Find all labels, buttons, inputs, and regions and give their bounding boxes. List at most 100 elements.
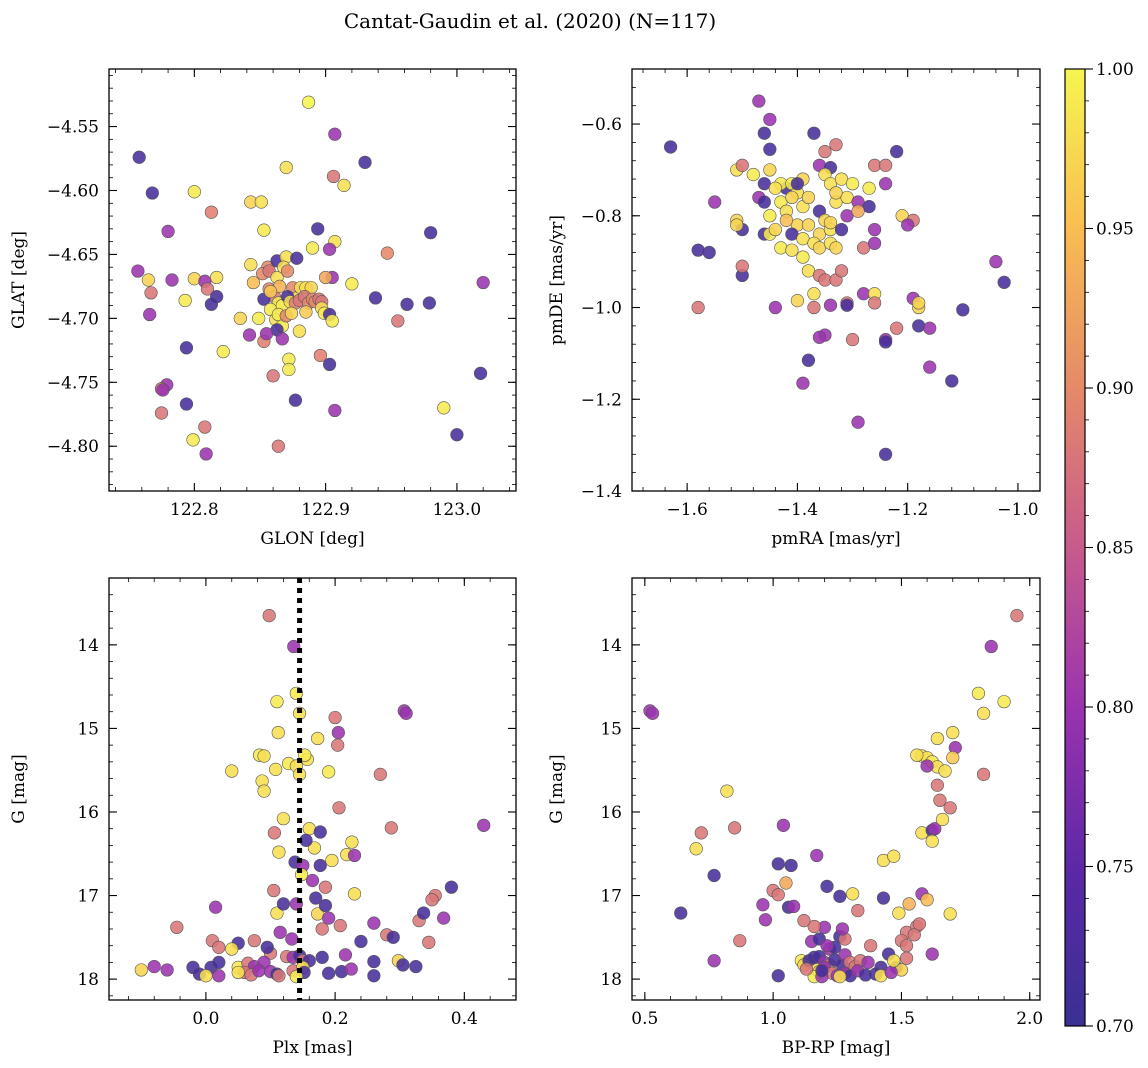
scatter-point [1010, 609, 1024, 623]
scatter-point [254, 195, 268, 209]
x-axis-label: BP-RP [mag] [782, 1038, 891, 1058]
scatter-point [347, 848, 362, 863]
scatter-point [845, 177, 860, 191]
scatter-points [131, 95, 490, 461]
scatter-point [796, 376, 810, 390]
scatter-point [347, 887, 362, 901]
scatter-point [790, 177, 805, 191]
x-tick-label: 0.0 [192, 1009, 219, 1029]
scatter-point [210, 270, 224, 285]
scatter-point [131, 264, 145, 278]
scatter-point [812, 241, 827, 255]
panel-cmd: 0.5 1.0 1.5 2.0 14 15 16 17 18 BP-RP [mag] G [mag] [547, 577, 1043, 1058]
scatter-point [801, 190, 816, 205]
axes-frame [631, 68, 1041, 492]
scatter-point [309, 891, 323, 905]
scatter-point [735, 158, 749, 172]
scatter-point [132, 150, 146, 164]
scatter-point [269, 762, 283, 776]
scatter-point [259, 327, 274, 341]
scatter-point [322, 911, 336, 925]
y-tick-label: −0.6 [581, 115, 622, 135]
scatter-point [728, 821, 742, 835]
y-tick-label: 15 [600, 719, 622, 739]
scatter-point [313, 858, 327, 873]
scatter-point [198, 420, 212, 434]
scatter-point [708, 195, 722, 209]
scatter-point [833, 970, 847, 984]
scatter-point [935, 812, 950, 827]
scatter-point [144, 286, 158, 300]
scatter-point [976, 767, 991, 781]
y-axis-label: pmDE [mas/yr] [547, 215, 567, 345]
scatter-point [332, 801, 346, 815]
x-tick-label: 0.2 [322, 1009, 349, 1029]
scatter-point [851, 204, 865, 218]
scatter-point [285, 932, 299, 946]
scatter-point [272, 969, 286, 983]
chart-title: Cantat-Gaudin et al. (2020) (N=117) [344, 9, 716, 33]
y-tick-label: −4.60 [47, 181, 99, 201]
scatter-point [862, 181, 876, 195]
scatter-point [807, 126, 821, 140]
scatter-point [282, 362, 296, 377]
scatter-point [252, 964, 266, 978]
scatter-point [807, 287, 821, 301]
y-axis-label: G [mag] [9, 754, 29, 823]
scatter-point [170, 920, 184, 934]
scatter-point [145, 186, 159, 200]
scatter-point [834, 172, 849, 186]
colorbar-tick-label: 0.90 [1096, 379, 1134, 399]
scatter-point [325, 853, 339, 868]
scatter-point [368, 291, 383, 305]
scatter-point [212, 955, 226, 969]
scatter-point [280, 264, 295, 278]
scatter-point [818, 144, 832, 159]
scatter-point [756, 898, 770, 912]
scatter-point [691, 243, 705, 257]
scatter-point [771, 888, 785, 902]
scatter-point [833, 889, 847, 903]
y-tick-label: 16 [600, 803, 622, 823]
scatter-point [784, 858, 798, 873]
scatter-point [776, 818, 790, 832]
scatter-point [322, 966, 336, 980]
scatter-point [246, 275, 261, 290]
scatter-point [476, 275, 490, 290]
scatter-point [779, 876, 793, 890]
scatter-point [384, 821, 398, 835]
axes-frame [631, 577, 1041, 1001]
scatter-point [212, 969, 226, 983]
scatter-point [774, 241, 788, 255]
scatter-point [178, 293, 192, 308]
scatter-point [257, 223, 271, 237]
scatter-point [925, 834, 939, 848]
scatter-point [318, 898, 333, 913]
scatter-point [823, 216, 838, 230]
scatter-point [785, 243, 799, 257]
scatter-points [134, 609, 491, 984]
scatter-point [812, 330, 827, 344]
colorbar-tick-label: 0.95 [1096, 220, 1134, 240]
scatter-point [820, 879, 834, 893]
scatter-point [437, 911, 451, 925]
scatter-point [989, 255, 1003, 269]
x-tick-label: −1.6 [666, 500, 707, 520]
scatter-point [328, 710, 342, 725]
scatter-point [247, 934, 261, 948]
scatter-point [331, 725, 345, 740]
scatter-point [315, 922, 329, 936]
scatter-point [879, 158, 893, 172]
scatter-point [367, 954, 381, 969]
scatter-point [763, 209, 777, 223]
scatter-point [326, 169, 341, 184]
scatter-point [912, 296, 926, 310]
x-tick-label: −1.4 [777, 500, 818, 520]
scatter-point [322, 242, 337, 256]
scatter-point [846, 887, 860, 901]
scatter-point [345, 277, 359, 291]
scatter-point [288, 393, 303, 407]
scatter-point [829, 138, 843, 152]
scatter-point [307, 841, 322, 855]
scatter-point [707, 868, 721, 883]
